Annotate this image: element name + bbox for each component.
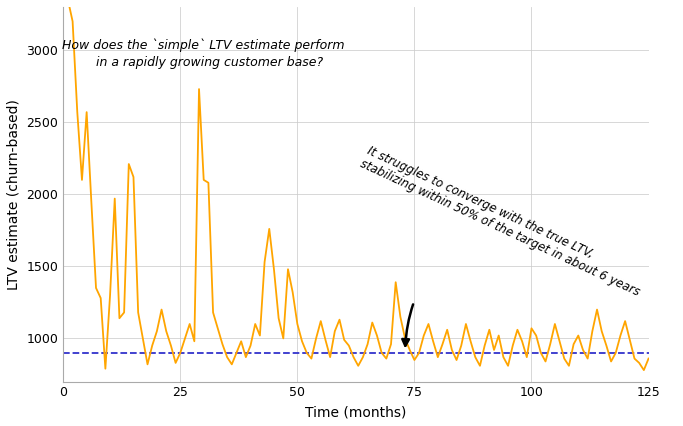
Text: How does the `simple` LTV estimate perform
   in a rapidly growing customer base: How does the `simple` LTV estimate perfo… (62, 39, 345, 69)
Text: It struggles to converge with the true LTV,
stabilizing within 50% of the target: It struggles to converge with the true L… (358, 144, 648, 346)
X-axis label: Time (months): Time (months) (305, 405, 406, 419)
Y-axis label: LTV estimate (churn-based): LTV estimate (churn-based) (7, 99, 21, 290)
